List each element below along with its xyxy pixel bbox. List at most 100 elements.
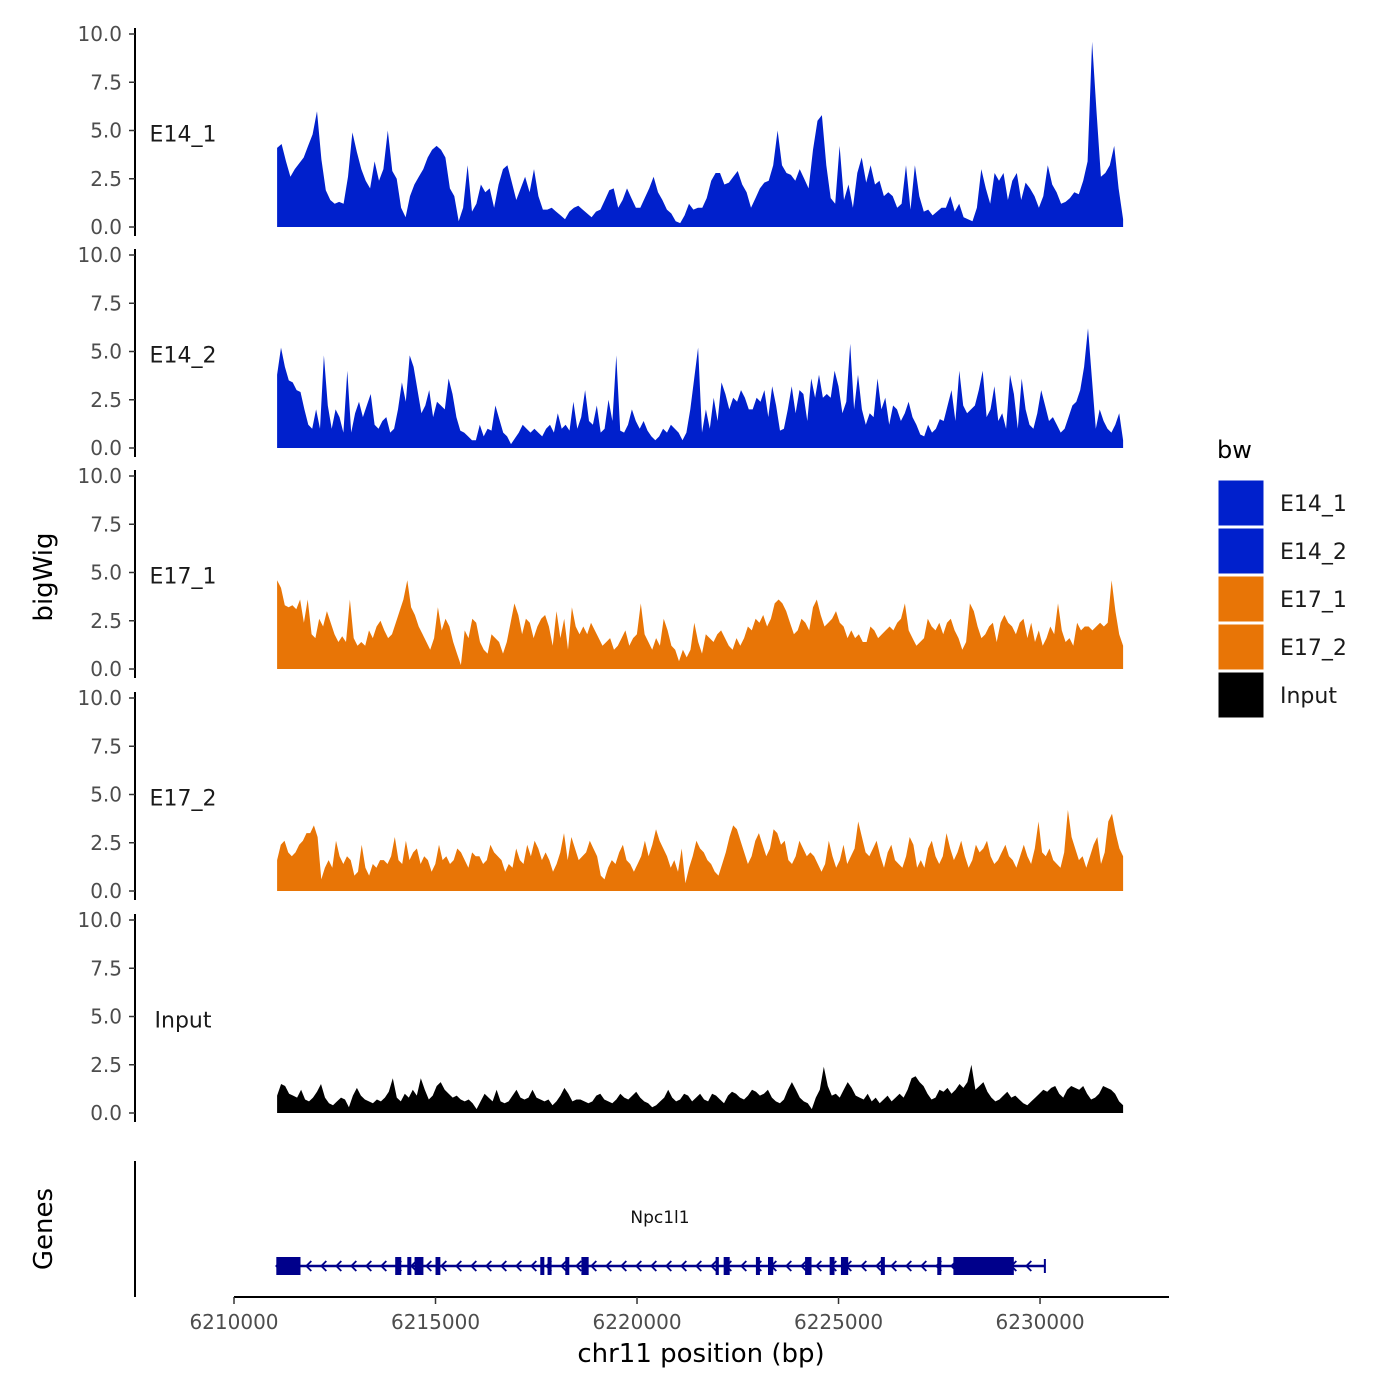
- y-tick-label: 2.5: [90, 167, 122, 191]
- y-tick-label: 5.0: [90, 561, 122, 585]
- exon: [829, 1257, 835, 1275]
- legend-swatch: [1217, 479, 1265, 527]
- panel-label: E17_1: [150, 565, 217, 590]
- strand-chevron: [800, 1260, 807, 1272]
- exon: [565, 1257, 570, 1275]
- legend-item-E17_2: E17_2: [1217, 623, 1347, 671]
- area-E17_1: [277, 580, 1124, 669]
- strand-chevron: [815, 1260, 822, 1272]
- y-tick-label: 7.5: [90, 734, 122, 758]
- y-tick-label: 0.0: [90, 436, 122, 460]
- area-E17_2: [277, 809, 1124, 891]
- area-E14_1: [277, 41, 1124, 228]
- strand-chevron: [905, 1260, 912, 1272]
- exon: [547, 1257, 552, 1275]
- strand-chevron: [515, 1260, 522, 1272]
- strand-chevron: [365, 1260, 372, 1272]
- exon: [880, 1257, 885, 1275]
- strand-chevron: [590, 1260, 597, 1272]
- y-tick-label: 10.0: [77, 243, 122, 267]
- strand-chevron: [575, 1260, 582, 1272]
- legend-item-E14_1: E14_1: [1217, 479, 1347, 527]
- x-tick-label: 6215000: [391, 1310, 480, 1334]
- panel-E14_2: 0.0 2.5 5.0 7.5 10.0 E14_2: [77, 243, 1124, 460]
- strand-chevron: [1025, 1260, 1032, 1272]
- strand-chevron: [740, 1260, 747, 1272]
- strand-chevron: [500, 1260, 507, 1272]
- y-tick-label: 10.0: [77, 22, 122, 46]
- legend-label: E14_2: [1280, 540, 1347, 565]
- bigwig-panels: 0.0 2.5 5.0 7.5 10.0 E14_1 0.0 2.5 5.0 7.5 10.0 E14…: [77, 22, 1124, 1125]
- area-E14_2: [277, 328, 1124, 448]
- legend-swatch: [1217, 527, 1265, 575]
- strand-chevron: [875, 1260, 882, 1272]
- panel-label: E14_1: [150, 123, 217, 148]
- genes-track-label: Genes: [29, 1188, 59, 1270]
- legend-swatch: [1217, 623, 1265, 671]
- exon: [953, 1257, 1014, 1275]
- y-tick-label: 10.0: [77, 686, 122, 710]
- exon: [937, 1257, 942, 1275]
- y-tick-label: 2.5: [90, 1053, 122, 1077]
- legend-swatch: [1217, 575, 1265, 623]
- strand-chevron: [335, 1260, 342, 1272]
- exon: [276, 1257, 301, 1275]
- y-tick-label: 0.0: [90, 1101, 122, 1125]
- strand-chevron: [920, 1260, 927, 1272]
- strand-chevron: [860, 1260, 867, 1272]
- gene-name-label: Npc1l1: [630, 1208, 689, 1228]
- strand-chevron: [560, 1260, 567, 1272]
- exon: [581, 1257, 589, 1275]
- panel-E17_2: 0.0 2.5 5.0 7.5 10.0 E17_2: [77, 686, 1124, 903]
- y-tick-label: 7.5: [90, 512, 122, 536]
- legend-title: bw: [1217, 436, 1252, 464]
- x-tick-label: 6230000: [995, 1310, 1084, 1334]
- panel-label: E14_2: [150, 344, 217, 369]
- y-tick-label: 7.5: [90, 70, 122, 94]
- exon: [723, 1257, 730, 1275]
- panel-Input: 0.0 2.5 5.0 7.5 10.0 Input: [77, 908, 1124, 1125]
- strand-chevron: [890, 1260, 897, 1272]
- strand-chevron: [455, 1260, 462, 1272]
- y-tick-label: 5.0: [90, 783, 122, 807]
- legend-label: E17_1: [1280, 588, 1347, 613]
- strand-chevron: [530, 1260, 537, 1272]
- legend: bw E14_1 E14_2 E17_1 E17_2 Input: [1217, 436, 1347, 719]
- area-Input: [277, 1064, 1124, 1113]
- exon: [395, 1257, 402, 1275]
- strand-chevron: [695, 1260, 702, 1272]
- x-tick-label: 6220000: [592, 1310, 681, 1334]
- legend-item-E14_2: E14_2: [1217, 527, 1347, 575]
- exon: [414, 1257, 424, 1275]
- y-tick-label: 5.0: [90, 1005, 122, 1029]
- strand-chevron: [635, 1260, 642, 1272]
- y-tick-label: 5.0: [90, 340, 122, 364]
- legend-item-E17_1: E17_1: [1217, 575, 1347, 623]
- x-axis-title: chr11 position (bp): [577, 1339, 824, 1369]
- strand-chevron: [470, 1260, 477, 1272]
- x-axis: 6210000 6215000 6220000 6225000 6230000 chr1…: [189, 1296, 1169, 1369]
- exon: [840, 1257, 849, 1275]
- y-tick-label: 7.5: [90, 291, 122, 315]
- y-tick-label: 10.0: [77, 908, 122, 932]
- y-tick-label: 0.0: [90, 657, 122, 681]
- strand-chevron: [650, 1260, 657, 1272]
- strand-chevron: [785, 1260, 792, 1272]
- y-tick-label: 5.0: [90, 119, 122, 143]
- panel-label: Input: [155, 1009, 212, 1034]
- y-tick-label: 0.0: [90, 879, 122, 903]
- legend-item-Input: Input: [1217, 671, 1337, 719]
- exon: [715, 1257, 719, 1275]
- y-tick-label: 2.5: [90, 609, 122, 633]
- strand-chevron: [425, 1260, 432, 1272]
- legend-swatch: [1217, 671, 1265, 719]
- legend-label: E17_2: [1280, 636, 1347, 661]
- legend-label: Input: [1280, 684, 1337, 709]
- y-tick-label: 2.5: [90, 831, 122, 855]
- strand-chevron: [605, 1260, 612, 1272]
- strand-chevron: [305, 1260, 312, 1272]
- exon: [540, 1257, 545, 1275]
- gene-model-npc1l1: [275, 1257, 1046, 1275]
- panel-E14_1: 0.0 2.5 5.0 7.5 10.0 E14_1: [77, 22, 1124, 239]
